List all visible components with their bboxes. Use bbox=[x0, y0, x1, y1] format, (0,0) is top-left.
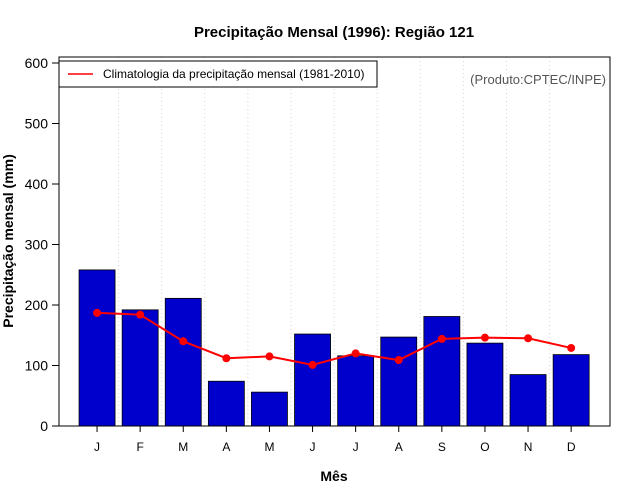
y-tick-label: 0 bbox=[40, 418, 48, 434]
y-axis-label: Precipitação mensal (mm) bbox=[0, 154, 16, 328]
bar-j-1 bbox=[78, 269, 116, 427]
bars-layer bbox=[78, 269, 590, 427]
climatology-point bbox=[179, 337, 188, 346]
x-tick-label: D bbox=[567, 440, 576, 454]
grid-layer bbox=[118, 57, 551, 426]
plot-frame bbox=[58, 56, 611, 427]
climatology-point bbox=[437, 334, 446, 343]
legend-label: Climatologia da precipitação mensal (198… bbox=[103, 67, 364, 81]
climatology-point bbox=[524, 334, 533, 343]
chart-title: Precipitação Mensal (1996): Região 121 bbox=[194, 24, 474, 41]
x-tick-label: J bbox=[310, 440, 316, 454]
bar-a-8 bbox=[380, 336, 418, 427]
y-tick-label: 300 bbox=[25, 237, 49, 253]
climatology-point bbox=[265, 352, 274, 361]
climatology-line bbox=[97, 311, 572, 366]
climatology-point bbox=[351, 349, 360, 358]
x-tick-label: J bbox=[353, 440, 359, 454]
axis-layer: 0 100 200 300 400 500 600 J F M A M J J A S O N D bbox=[25, 55, 576, 454]
climatology-point bbox=[93, 308, 102, 317]
bar-j-6 bbox=[294, 333, 331, 427]
bar-j-7 bbox=[337, 355, 375, 427]
bar-o-10 bbox=[466, 342, 504, 427]
climatology-point bbox=[136, 310, 145, 319]
y-tick-label: 400 bbox=[25, 176, 49, 192]
x-tick-label: O bbox=[480, 440, 489, 454]
x-tick-label: N bbox=[524, 440, 533, 454]
x-tick-label: F bbox=[136, 440, 143, 454]
bar-s-9 bbox=[423, 316, 461, 427]
legend: Climatologia da precipitação mensal (198… bbox=[58, 60, 378, 88]
y-tick-label: 500 bbox=[25, 116, 49, 132]
source-annotation: (Produto:CPTEC/INPE) bbox=[470, 72, 606, 87]
y-tick-label: 100 bbox=[25, 358, 49, 374]
bar-f-2 bbox=[121, 309, 159, 427]
y-tick-label: 600 bbox=[25, 55, 49, 71]
bar-m-3 bbox=[164, 297, 202, 427]
bar-n-11 bbox=[509, 374, 547, 427]
climatology-line-layer bbox=[93, 308, 576, 369]
x-axis-label: Mês bbox=[320, 468, 347, 484]
x-tick-label: M bbox=[264, 440, 274, 454]
climatology-point bbox=[480, 333, 489, 342]
x-tick-label: J bbox=[94, 440, 100, 454]
bar-d-12 bbox=[552, 354, 590, 427]
legend-box bbox=[58, 60, 378, 88]
x-tick-label: A bbox=[395, 440, 403, 454]
climatology-point bbox=[222, 354, 231, 363]
bar-a-4 bbox=[207, 380, 245, 427]
climatology-point bbox=[567, 343, 576, 352]
climatology-point bbox=[394, 356, 403, 365]
x-tick-label: A bbox=[222, 440, 230, 454]
bar-m-5 bbox=[251, 391, 288, 427]
climatology-point bbox=[308, 360, 317, 369]
y-tick-label: 200 bbox=[25, 297, 49, 313]
x-tick-label: M bbox=[178, 440, 188, 454]
x-tick-label: S bbox=[438, 440, 446, 454]
